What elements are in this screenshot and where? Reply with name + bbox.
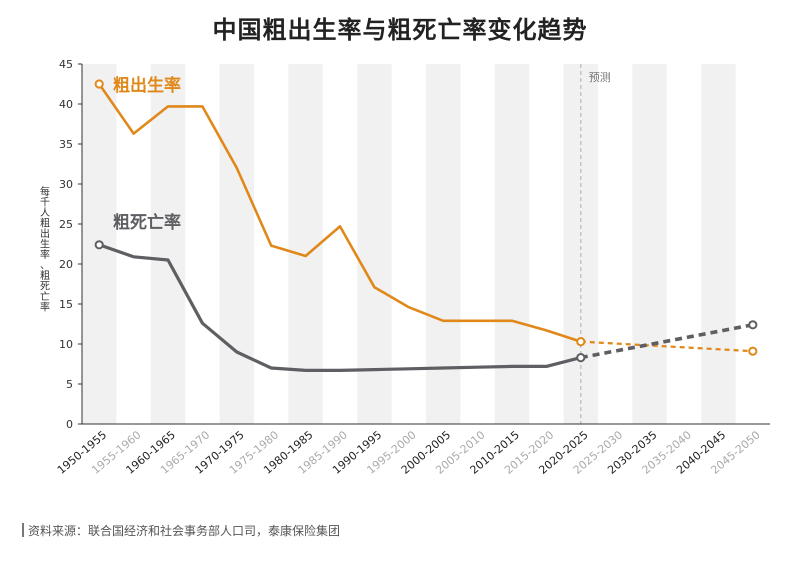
y-tick-label: 15 [59, 298, 73, 311]
series-line [97, 243, 583, 372]
y-tick-label: 45 [59, 58, 73, 71]
background-band [426, 64, 461, 424]
background-band [563, 64, 598, 424]
source-divider [22, 523, 24, 537]
chart-title: 中国粗出生率与粗死亡率变化趋势 [212, 16, 588, 44]
series-point [748, 346, 758, 356]
background-band [288, 64, 323, 424]
y-axis: 0 5 10 15 20 25 30 35 40 45 每千人粗出生率、粗死亡率 [40, 58, 83, 431]
forecast-label: 预测 [589, 71, 611, 84]
series-forecast-line [580, 340, 753, 353]
y-tick-label: 0 [66, 418, 73, 431]
series-point [576, 337, 586, 347]
y-axis-label: 每千人粗出生率、粗死亡率 [40, 185, 50, 314]
series-line [97, 82, 583, 343]
y-tick-label: 40 [59, 98, 73, 111]
background-band [632, 64, 667, 424]
series-point [94, 79, 104, 89]
series-points [94, 79, 758, 363]
y-tick-label: 35 [59, 138, 73, 151]
y-tick-label: 5 [66, 378, 73, 391]
background-band [701, 64, 736, 424]
background-band [494, 64, 530, 424]
y-tick-label: 10 [59, 338, 73, 351]
background-bands [82, 64, 736, 424]
background-band [150, 64, 186, 424]
y-tick-label: 25 [59, 218, 73, 231]
y-tick-label: 20 [59, 258, 73, 271]
background-band [357, 64, 392, 424]
series-forecast-line [580, 323, 754, 360]
series-point [748, 320, 758, 330]
series-lines [97, 82, 754, 372]
source-note: 资料来源：联合国经济和社会事务部人口司，泰康保险集团 [28, 524, 341, 538]
series-label: 粗出生率 [113, 75, 181, 96]
series-label: 粗死亡率 [113, 212, 181, 233]
background-band [219, 64, 254, 424]
x-axis: 1950-19551955-19601960-19651965-19701970… [55, 423, 770, 477]
series-point [576, 353, 586, 363]
y-tick-label: 30 [59, 178, 73, 191]
series-point [94, 240, 104, 250]
